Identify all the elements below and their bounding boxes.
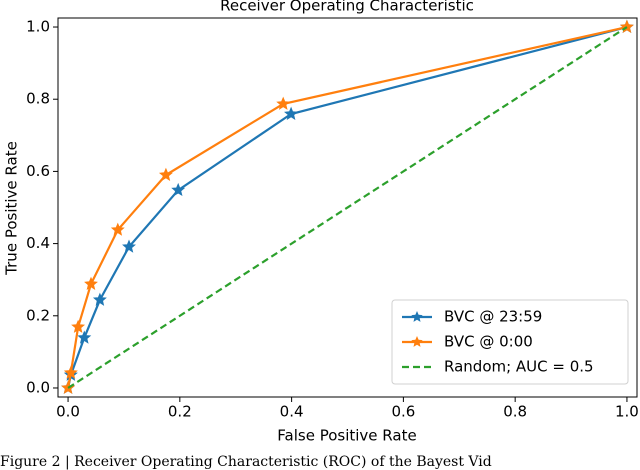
legend-marker xyxy=(411,311,423,322)
y-tick-label: 0.6 xyxy=(26,162,50,180)
y-axis-label: True Positive Rate xyxy=(3,141,21,276)
x-tick-label: 1.0 xyxy=(615,403,639,421)
x-tick-label: 0.4 xyxy=(280,403,304,421)
series-line xyxy=(67,26,628,389)
marker xyxy=(171,182,186,197)
x-tick-label: 0.8 xyxy=(503,403,527,421)
marker xyxy=(77,330,92,344)
series-line xyxy=(66,25,628,389)
caption: Figure 2 | Receiver Operating Characteri… xyxy=(0,454,492,470)
y-tick-label: 0.2 xyxy=(26,306,50,324)
marker xyxy=(284,106,299,120)
marker xyxy=(122,239,136,253)
x-tick-label: 0.0 xyxy=(56,403,80,421)
marker xyxy=(71,319,86,333)
x-axis-label: False Positive Rate xyxy=(277,427,416,445)
marker xyxy=(84,276,98,290)
marker xyxy=(158,167,173,181)
x-tick-label: 0.6 xyxy=(391,403,415,421)
legend-label: BVC @ 0:00 xyxy=(444,333,533,351)
marker xyxy=(63,365,78,379)
marker xyxy=(92,292,107,306)
legend-label: BVC @ 23:59 xyxy=(444,308,542,326)
marker xyxy=(619,19,634,33)
y-tick-label: 1.0 xyxy=(26,18,50,36)
chart-title: Receiver Operating Characteristic xyxy=(220,0,474,15)
marker xyxy=(110,222,125,236)
marker xyxy=(276,96,291,110)
y-tick-label: 0.0 xyxy=(26,378,50,396)
series-line xyxy=(66,25,628,389)
legend-label: Random; AUC = 0.5 xyxy=(444,358,594,376)
y-tick-label: 0.4 xyxy=(26,234,50,252)
legend-box xyxy=(391,299,629,385)
axes-frame xyxy=(57,17,638,398)
x-tick-label: 0.2 xyxy=(168,403,192,421)
y-tick-label: 0.8 xyxy=(26,90,50,108)
legend-marker xyxy=(411,336,423,347)
